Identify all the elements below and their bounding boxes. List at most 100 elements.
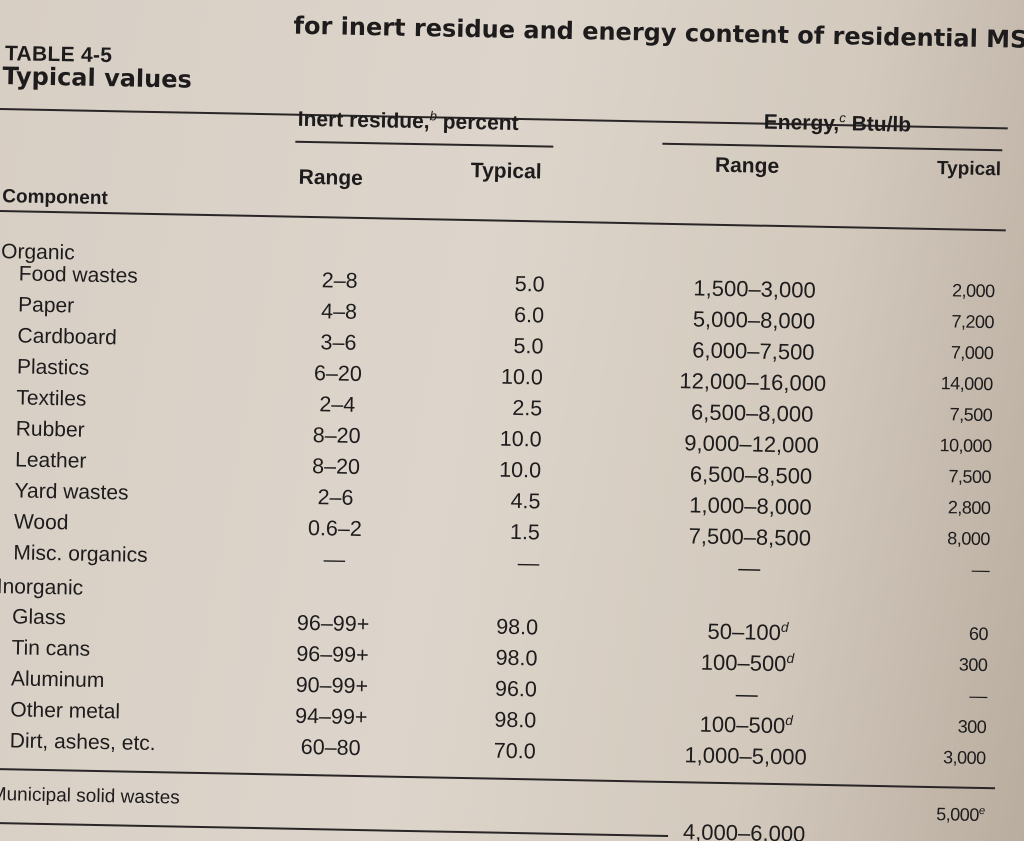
inert-typical-cell: 4.5: [460, 488, 540, 515]
component-cell: Other metal: [10, 698, 120, 724]
energy-typical-cell: 300: [912, 654, 988, 676]
inert-range-cell-text: 2–6: [317, 485, 354, 510]
total-footnote-e: e: [978, 804, 985, 818]
energy-typical-header: Typical: [936, 158, 1002, 181]
energy-range-footnote: d: [786, 650, 795, 667]
inert-range-cell-text: 6–20: [313, 361, 363, 387]
energy-typical-cell-text: 7,000: [950, 342, 994, 364]
energy-typical-cell-text: 3,000: [942, 747, 986, 769]
component-cell: Yard wastes: [14, 479, 128, 505]
energy-range-cell: 7,500–8,500: [650, 523, 850, 553]
energy-range-cell: 6,000–7,500: [653, 337, 853, 367]
inert-typical-cell-text: 10.0: [498, 457, 542, 483]
inert-range-cell: 2–4: [292, 392, 382, 419]
energy-range-cell-text: 1,500–3,000: [693, 275, 816, 303]
inert-group-rule: [295, 140, 554, 148]
energy-typical-cell-text: 7,500: [949, 404, 993, 426]
header-rule: [0, 209, 1006, 231]
component-cell: Glass: [12, 605, 66, 630]
inert-typical-cell-text: 4.5: [510, 488, 541, 514]
inert-typical-cell-text: 98.0: [495, 614, 539, 640]
energy-group-unit: Btu/lb: [845, 112, 912, 137]
inert-range-header: Range: [298, 165, 364, 190]
component-cell-text: Cardboard: [17, 324, 117, 350]
energy-typical-cell: 7,200: [919, 311, 994, 333]
component-cell-text: Textiles: [16, 386, 87, 411]
inert-range-cell: —: [289, 547, 379, 574]
energy-range-footnote: d: [780, 619, 789, 635]
component-cell: Dirt, ashes, etc.: [10, 729, 156, 756]
inert-residue-group-header: Inert residue,b percent: [298, 108, 519, 136]
component-cell-text: Tin cans: [11, 636, 91, 661]
energy-range-cell: 6,500–8,000: [652, 399, 852, 429]
title-line-1-text: for inert residue and energy content of …: [293, 11, 1024, 55]
energy-range-footnote: d: [785, 712, 794, 729]
component-cell: Food wastes: [19, 262, 138, 288]
inert-range-cell-text: 94–99+: [294, 703, 368, 730]
component-cell: Rubber: [16, 417, 85, 442]
energy-range-cell: 1,000–5,000: [645, 742, 845, 772]
title-line-1: for inert residue and energy content of …: [293, 12, 1024, 55]
energy-range-cell-text: 100–500: [699, 711, 786, 739]
energy-range-cell: —: [649, 554, 849, 584]
inert-range-cell-text: 2–4: [319, 392, 356, 417]
energy-range-cell-text: 7,500–8,500: [688, 523, 812, 551]
inert-typical-cell-text: 2.5: [512, 395, 543, 421]
inert-range-cell: 96–99+: [288, 611, 378, 638]
energy-typical-cell-text: 7,500: [948, 466, 992, 488]
energy-range-cell-text: —: [735, 681, 759, 707]
inert-typical-cell: 96.0: [457, 676, 537, 703]
component-cell-text: Paper: [17, 293, 75, 318]
inert-range-cell: 2–6: [290, 485, 380, 512]
energy-range-cell-text: —: [737, 555, 761, 581]
component-cell: Misc. organics: [13, 541, 148, 568]
inert-typical-cell: 98.0: [457, 645, 537, 672]
inert-range-cell-text: 96–99+: [296, 641, 369, 668]
component-cell-text: Leather: [14, 448, 87, 473]
inert-range-cell: 60–80: [285, 735, 375, 762]
energy-range-cell-text: 12,000–16,000: [679, 368, 827, 396]
energy-range-cell-text: 50–100: [707, 618, 782, 646]
energy-range-cell-text: 1,000–5,000: [684, 742, 808, 770]
energy-typical-cell: 7,000: [918, 342, 994, 364]
energy-typical-cell: 2,800: [915, 497, 991, 519]
inert-typical-cell-text: 70.0: [493, 738, 536, 764]
component-cell: Cardboard: [17, 324, 117, 350]
inert-typical-cell: 98.0: [456, 707, 536, 734]
inert-typical-cell: 5.0: [464, 271, 545, 298]
total-component: Municipal solid wastes: [0, 783, 180, 809]
inert-range-cell-text: 3–6: [320, 330, 357, 355]
inert-typical-cell: 6.0: [464, 302, 544, 329]
inert-typical-cell: 10.0: [463, 364, 543, 391]
energy-range-cell: 1,000–8,000: [650, 492, 850, 522]
inert-typical-cell-text: 10.0: [500, 364, 544, 390]
component-cell-text: Other metal: [10, 698, 121, 724]
energy-typical-cell-text: 2,000: [951, 280, 995, 302]
energy-range-cell: 9,000–12,000: [651, 430, 851, 460]
energy-typical-cell-text: 14,000: [940, 373, 994, 395]
total-energy-typical: 5,000e: [909, 804, 985, 826]
energy-typical-cell: —: [914, 559, 990, 581]
energy-typical-cell: 7,500: [916, 466, 991, 488]
inorganic-group-label: Inorganic: [0, 575, 84, 600]
energy-range-cell-text: 5,000–8,000: [692, 306, 816, 334]
inert-range-cell: 96–99+: [287, 642, 377, 669]
energy-typical-cell-text: 2,800: [947, 497, 991, 519]
energy-range-header: Range: [714, 153, 780, 178]
energy-typical-cell: 8,000: [915, 528, 990, 550]
inert-range-cell-text: 4–8: [320, 299, 358, 324]
inert-typical-cell-text: —: [517, 551, 540, 576]
energy-typical-cell: 300: [911, 716, 986, 738]
energy-range-cell: 50–100d: [648, 618, 848, 648]
component-cell: Tin cans: [11, 636, 90, 662]
inert-typical-cell-text: 5.0: [514, 271, 545, 297]
energy-range-cell-text: 1,000–8,000: [689, 492, 812, 520]
component-cell-text: Yard wastes: [14, 479, 129, 505]
energy-typical-cell-text: —: [971, 559, 990, 581]
inert-range-cell: 0.6–2: [290, 516, 380, 543]
inert-typical-cell-text: 98.0: [494, 707, 537, 733]
inert-typical-cell-text: 10.0: [499, 426, 542, 452]
inert-typical-cell-text: 6.0: [513, 302, 545, 328]
inert-range-cell-text: 0.6–2: [307, 516, 363, 542]
inert-typical-cell: 70.0: [455, 738, 536, 765]
